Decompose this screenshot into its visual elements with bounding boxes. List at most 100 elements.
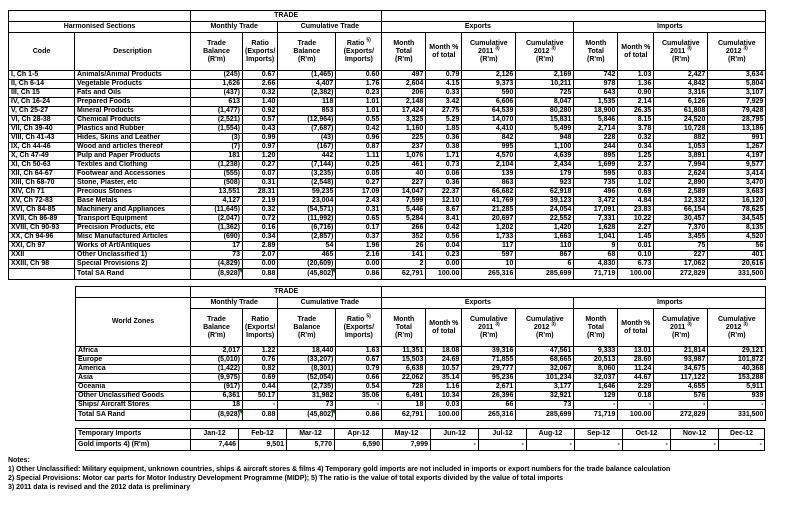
month-header: Aug-12 [526,428,575,440]
cell-code: IX, Ch 44-46 [8,142,75,152]
cell-code: V, Ch 25-27 [8,106,75,116]
cell-value: 225 [381,133,427,143]
cell-value: 68,665 [515,355,575,365]
cell-value: 1,646 [573,382,619,392]
cell-value: 8,135 [707,223,767,233]
cell-value: (2,047) [190,214,243,224]
temporary-imports-table: Temporary Imports Jan-12 Feb-12 Mar-12 Apr-1… [75,428,765,451]
cell-value: 139 [461,169,517,179]
cell-value: 0.60 [335,70,383,80]
cell-value: 0.69 [241,373,279,383]
band-monthly-trade: Monthly Trade [189,297,279,309]
cell-value: 1.40 [241,97,279,107]
cell-value: 0.06 [425,169,463,179]
cell-value: 0.34 [241,232,279,242]
cell-value: (2,735) [277,382,337,392]
cell-value: 6.73 [617,259,655,269]
total-label: Total SA Rand [74,268,191,280]
cell-value: 4,830 [573,259,619,269]
notes-title: Notes: [8,457,30,464]
cell-value: 5,446 [381,205,427,215]
cell-value: 1.22 [241,346,279,356]
cell-value: 2,589 [653,187,709,197]
cell-code: VII, Ch 39-40 [8,124,75,134]
cell-value: 110 [515,241,575,251]
cell-value: 4,639 [515,151,575,161]
cell-value: (690) [190,232,243,242]
cell-value: 29,777 [461,364,517,374]
cell-value: 78,625 [707,205,767,215]
cell-value: 3.42 [425,97,463,107]
header-row-bands: Harmonised Sections Monthly Trade Cumulati… [8,21,767,33]
column-header: Month Total (R'm) [573,308,619,347]
total-row: Total SA Rand (8,928) 0.88 (45,802) 0.86 62,7… [75,409,767,421]
month-header: May-12 [382,428,431,440]
column-header: Cumulative 2011 3) (R'm) [461,32,517,71]
cell-description: Chemical Products [74,115,191,125]
cell-value: 10,728 [653,124,709,134]
cell-value: 20,513 [573,355,619,365]
cell-value: 4,520 [707,232,767,242]
cell-value: 2.07 [241,250,279,260]
cell-value: 13,551 [190,187,243,197]
total-value: 62,791 [381,409,427,421]
cell-value: 66,682 [461,187,517,197]
cell-value: 28.31 [241,187,279,197]
cell-code: XI, Ch 50-63 [8,160,75,170]
cell-value: 8.67 [425,205,463,215]
column-header: Ratio (Exports/Imports) [241,32,279,71]
cell-value: (11,992) [277,214,337,224]
cell-value: 0.83 [617,169,655,179]
cell-value: 32,921 [515,391,575,401]
cell-value: 0.34 [617,142,655,152]
note-line: 3) 2011 data is revised and the 2012 dat… [8,484,191,491]
cell-value: 237 [381,142,427,152]
cell-value: - [653,400,709,410]
cell-value: 0.16 [241,223,279,233]
cell-value: 18 [381,400,427,410]
column-header: Trade Balance (R'm) [277,308,337,347]
cell-value: 228 [573,133,619,143]
cell-description: Machinery and Appliances [74,205,191,215]
cell-value: - [573,400,619,410]
band-exports: Exports [381,21,575,33]
cell-value: 34,545 [707,214,767,224]
total-value: 272,829 [653,268,709,280]
cell-value: 0.57 [241,115,279,125]
cell-value: 26 [381,241,427,251]
cell-value: (5,010) [190,355,243,365]
cell-value: 1,663 [515,232,575,242]
cell-value: (43) [277,133,337,143]
table-row: Africa 2,017 1.22 18,440 1.63 11,351 18.08 39,3… [75,346,767,356]
cell-value: 4,842 [653,79,709,89]
cell-value: 10.34 [425,391,463,401]
cell-value: 10,211 [515,79,575,89]
cell-value: 1.85 [425,124,463,134]
gold-imports-value: 7,999 [382,439,431,451]
cell-value: 1,535 [573,97,619,107]
month-header: Jan-12 [190,428,239,440]
trade-title: TRADE [189,10,383,22]
total-value: (8,928) [190,409,243,421]
cell-value: 2 [381,259,427,269]
cell-value: 17 [190,241,243,251]
band-harmonised-sections: Harmonised Sections [8,21,191,33]
cell-value: 93,987 [653,355,709,365]
cell-value: 978 [573,79,619,89]
cell-value: 0.73 [425,160,463,170]
cell-value: 9 [573,241,619,251]
cell-value: 56 [707,241,767,251]
cell-value: 995 [461,142,517,152]
cell-value: 1,699 [573,160,619,170]
cell-value: 32,037 [573,373,619,383]
cell-value: 206 [381,88,427,98]
cell-value: 1.63 [335,346,383,356]
cell-value: 31,982 [277,391,337,401]
cell-value: 44.67 [617,373,655,383]
cell-value: 3,683 [707,187,767,197]
month-header: Feb-12 [238,428,287,440]
notes-section: Notes: 1) Other Unclassified: Military e… [8,456,785,492]
cell-value: 8,047 [515,97,575,107]
cell-description: Hides, Skins and Leather [74,133,191,143]
table-row: XV, Ch 72-83 Base Metals 4,127 2.19 23,004 2.… [8,196,767,206]
